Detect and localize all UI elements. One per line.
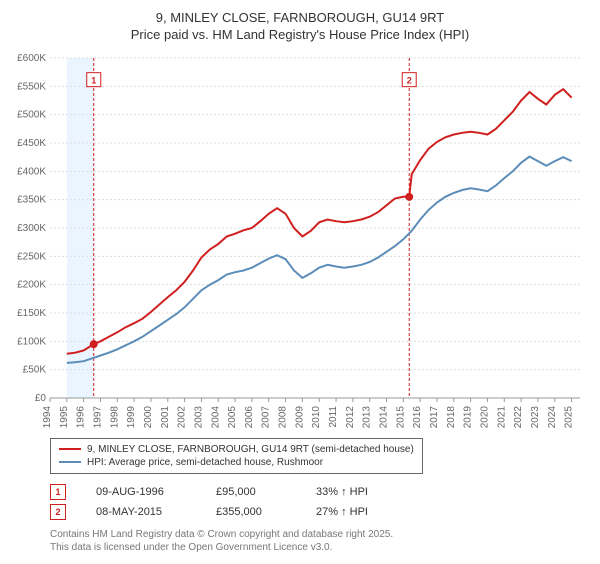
svg-text:2018: 2018 — [446, 405, 457, 427]
svg-text:1996: 1996 — [76, 405, 87, 427]
svg-text:2025: 2025 — [564, 405, 575, 427]
title-line-2: Price paid vs. HM Land Registry's House … — [10, 27, 590, 44]
marker-price: £355,000 — [216, 506, 286, 518]
svg-text:2000: 2000 — [143, 405, 154, 427]
svg-text:£550K: £550K — [17, 81, 46, 92]
svg-text:2015: 2015 — [395, 405, 406, 427]
svg-text:2001: 2001 — [160, 405, 171, 427]
legend-label: HPI: Average price, semi-detached house,… — [87, 457, 323, 468]
svg-text:£150K: £150K — [17, 308, 46, 319]
svg-text:£450K: £450K — [17, 138, 46, 149]
svg-text:2024: 2024 — [547, 405, 558, 427]
svg-text:£0: £0 — [35, 393, 47, 404]
marker-number-box: 2 — [50, 504, 66, 520]
svg-text:2008: 2008 — [278, 405, 289, 427]
legend-swatch — [59, 448, 81, 450]
svg-text:£250K: £250K — [17, 251, 46, 262]
svg-text:2003: 2003 — [193, 405, 204, 427]
svg-text:2019: 2019 — [463, 405, 474, 427]
svg-text:2012: 2012 — [345, 405, 356, 427]
svg-text:1995: 1995 — [59, 405, 70, 427]
chart-title: 9, MINLEY CLOSE, FARNBOROUGH, GU14 9RT P… — [10, 10, 590, 44]
svg-text:1997: 1997 — [92, 405, 103, 427]
line-chart: £0 £50K £100K £150K £200K £250K £300K £350K £400… — [10, 48, 590, 428]
legend-row: 9, MINLEY CLOSE, FARNBOROUGH, GU14 9RT (… — [59, 443, 414, 456]
svg-text:2016: 2016 — [412, 405, 423, 427]
svg-text:2014: 2014 — [379, 405, 390, 427]
svg-text:2005: 2005 — [227, 405, 238, 427]
legend-swatch — [59, 461, 81, 463]
svg-text:2021: 2021 — [496, 405, 507, 427]
svg-text:1994: 1994 — [42, 405, 53, 427]
svg-text:£100K: £100K — [17, 336, 46, 347]
legend-row: HPI: Average price, semi-detached house,… — [59, 456, 414, 469]
footnote-line-2: This data is licensed under the Open Gov… — [50, 541, 570, 554]
svg-text:1998: 1998 — [109, 405, 120, 427]
marker-row: 1 09-AUG-1996 £95,000 33% ↑ HPI — [50, 482, 570, 502]
marker-date: 08-MAY-2015 — [96, 506, 186, 518]
marker-date: 09-AUG-1996 — [96, 486, 186, 498]
svg-text:2004: 2004 — [210, 405, 221, 427]
svg-text:2: 2 — [407, 75, 412, 85]
svg-text:£500K: £500K — [17, 109, 46, 120]
svg-text:1999: 1999 — [126, 405, 137, 427]
svg-text:£600K: £600K — [17, 53, 46, 64]
svg-text:2009: 2009 — [294, 405, 305, 427]
marker-delta: 27% ↑ HPI — [316, 506, 368, 518]
svg-text:£300K: £300K — [17, 223, 46, 234]
footnote: Contains HM Land Registry data © Crown c… — [50, 528, 570, 554]
svg-text:2006: 2006 — [244, 405, 255, 427]
footnote-line-1: Contains HM Land Registry data © Crown c… — [50, 528, 570, 541]
marker-price: £95,000 — [216, 486, 286, 498]
svg-text:2020: 2020 — [479, 405, 490, 427]
marker-table: 1 09-AUG-1996 £95,000 33% ↑ HPI 2 08-MAY-2015… — [50, 482, 570, 522]
svg-text:2007: 2007 — [261, 405, 272, 427]
marker-delta: 33% ↑ HPI — [316, 486, 368, 498]
title-line-1: 9, MINLEY CLOSE, FARNBOROUGH, GU14 9RT — [10, 10, 590, 27]
svg-text:2023: 2023 — [530, 405, 541, 427]
svg-text:2017: 2017 — [429, 405, 440, 427]
svg-text:£50K: £50K — [23, 364, 47, 375]
marker-number-box: 1 — [50, 484, 66, 500]
legend-label: 9, MINLEY CLOSE, FARNBOROUGH, GU14 9RT (… — [87, 444, 414, 455]
svg-text:1: 1 — [91, 75, 96, 85]
svg-text:2010: 2010 — [311, 405, 322, 427]
marker-row: 2 08-MAY-2015 £355,000 27% ↑ HPI — [50, 502, 570, 522]
chart-area: £0 £50K £100K £150K £200K £250K £300K £350K £400… — [10, 48, 590, 428]
svg-text:2022: 2022 — [513, 405, 524, 427]
svg-text:£400K: £400K — [17, 166, 46, 177]
svg-text:£200K: £200K — [17, 279, 46, 290]
svg-text:2011: 2011 — [328, 405, 339, 427]
svg-text:£350K: £350K — [17, 194, 46, 205]
legend: 9, MINLEY CLOSE, FARNBOROUGH, GU14 9RT (… — [50, 438, 423, 474]
svg-text:2002: 2002 — [177, 405, 188, 427]
svg-text:2013: 2013 — [362, 405, 373, 427]
